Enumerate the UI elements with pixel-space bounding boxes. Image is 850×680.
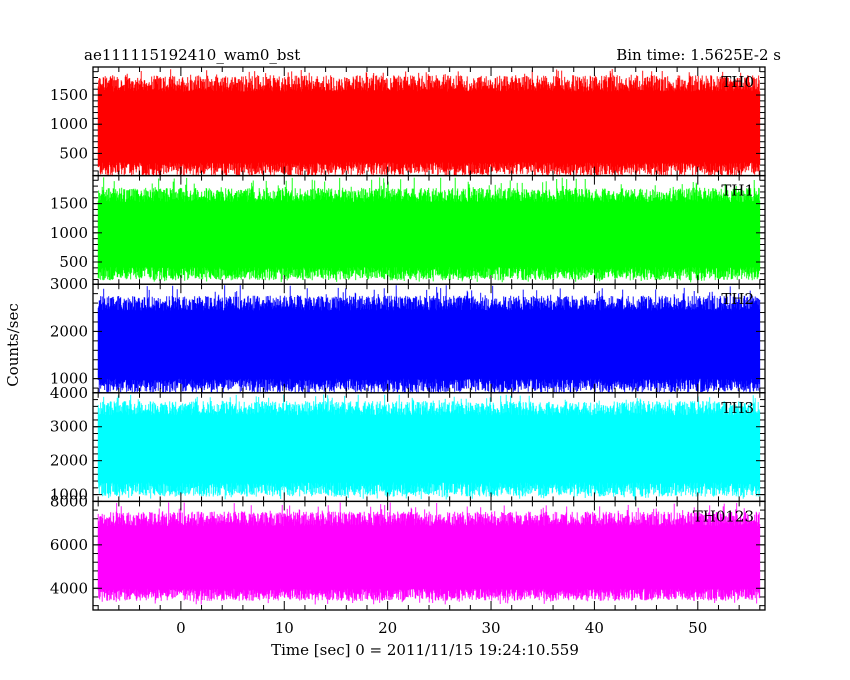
y-tick-label: 2000 — [50, 322, 88, 340]
y-tick-label: 500 — [59, 144, 88, 162]
panel-th0123-label: TH0123 — [693, 507, 754, 525]
x-tick-label: 20 — [378, 619, 397, 637]
x-axis-label: Time [sec] 0 = 2011/11/15 19:24:10.559 — [271, 641, 579, 659]
x-tick-label: 10 — [275, 619, 294, 637]
panel-th3-label: TH3 — [721, 399, 754, 417]
chart-title: ae111115192410_wam0_bst — [84, 46, 300, 64]
panels-group: 50010001500TH050010001500TH1100020003000… — [50, 66, 766, 637]
x-tick-label: 40 — [585, 619, 604, 637]
series-th0-trace — [97, 69, 761, 176]
y-tick-label: 6000 — [50, 536, 88, 554]
y-tick-label: 1000 — [50, 224, 88, 242]
y-tick-label: 1000 — [50, 370, 88, 388]
y-tick-label: 4000 — [50, 384, 88, 402]
y-tick-label: 2000 — [50, 452, 88, 470]
series-th3-trace — [97, 394, 761, 500]
y-tick-label: 4000 — [50, 579, 88, 597]
series-th1-trace — [97, 177, 761, 283]
y-tick-label: 1000 — [50, 115, 88, 133]
panel-th1-label: TH1 — [721, 182, 754, 200]
x-tick-label: 30 — [481, 619, 500, 637]
series-th0123-trace — [97, 502, 761, 605]
y-axis-label: Counts/sec — [4, 303, 22, 387]
y-tick-label: 1000 — [50, 486, 88, 504]
y-tick-label: 3000 — [50, 275, 88, 293]
y-tick-label: 3000 — [50, 418, 88, 436]
chart-subtitle: Bin time: 1.5625E-2 s — [616, 46, 781, 64]
panel-th2-label: TH2 — [721, 290, 754, 308]
x-tick-label: 0 — [176, 619, 186, 637]
series-th2-trace — [97, 285, 761, 393]
x-tick-label: 50 — [688, 619, 707, 637]
y-tick-label: 500 — [59, 253, 88, 271]
y-tick-label: 8000 — [50, 492, 88, 510]
panel-th0-label: TH0 — [721, 73, 754, 91]
y-tick-label: 1500 — [50, 86, 88, 104]
y-tick-label: 1500 — [50, 195, 88, 213]
